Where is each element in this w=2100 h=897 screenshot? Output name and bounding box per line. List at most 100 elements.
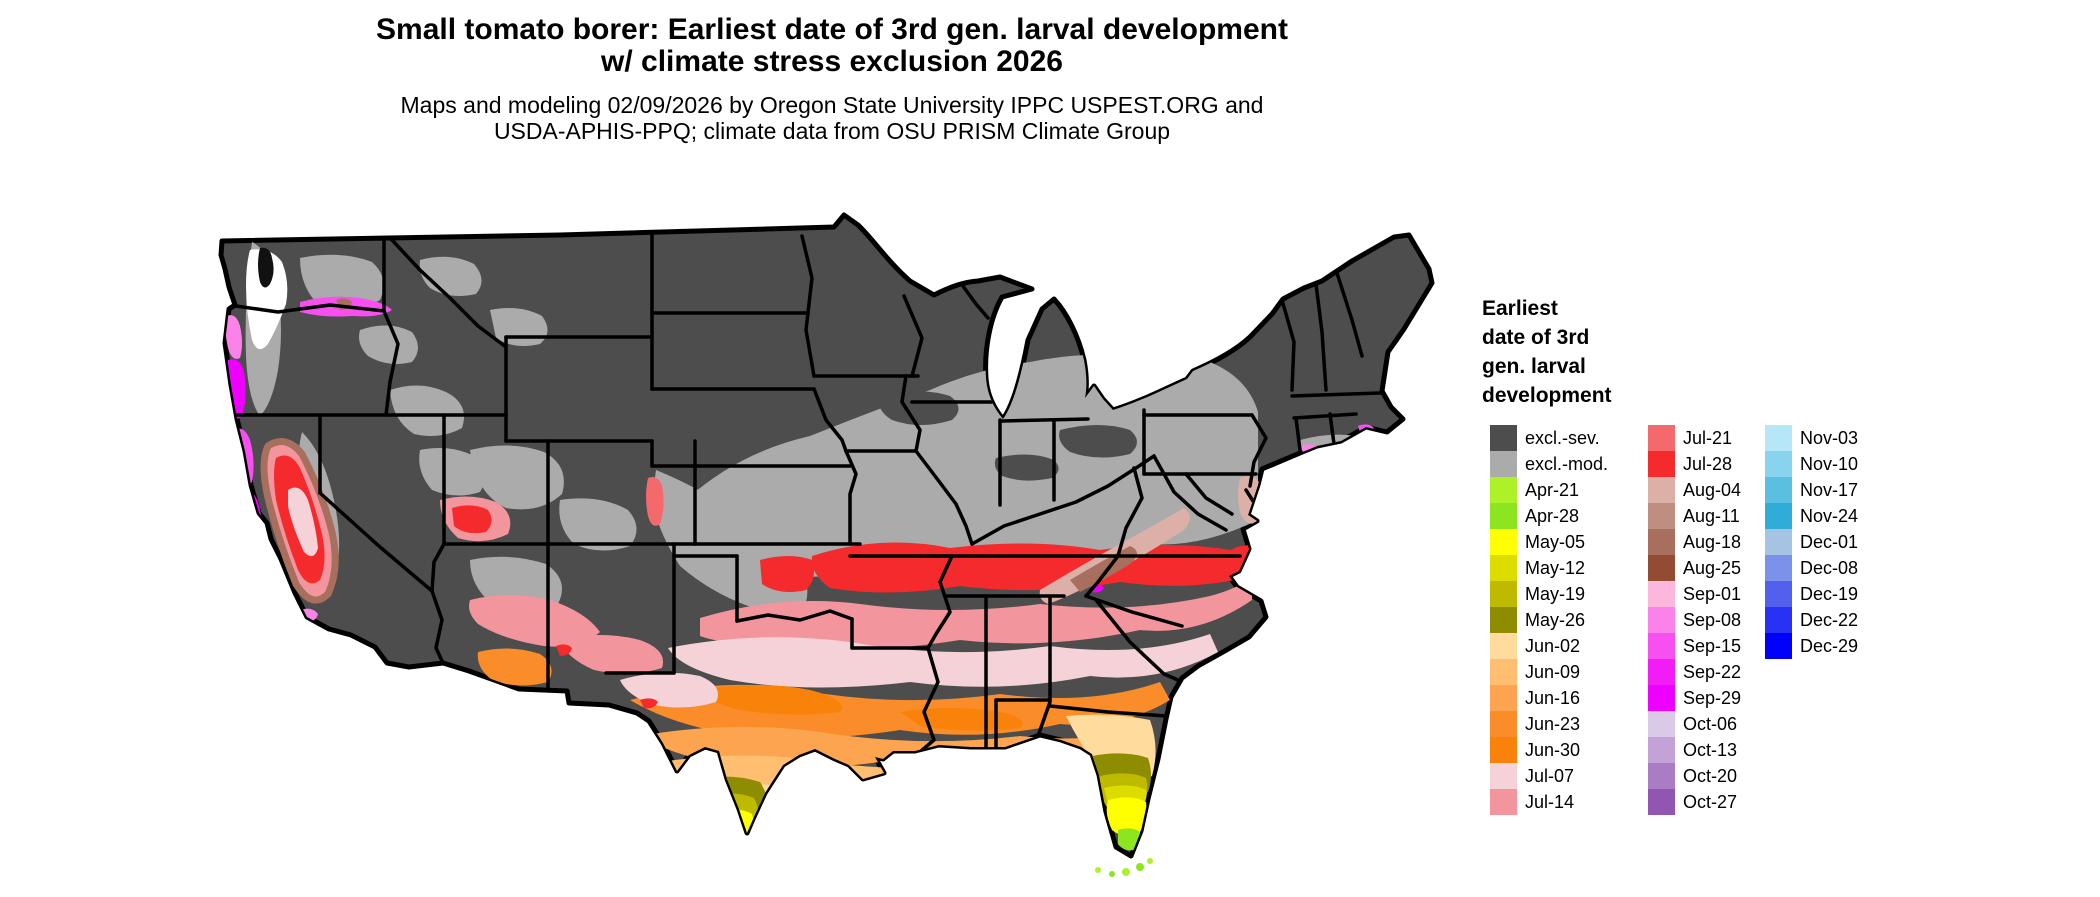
legend-column-1: excl.-sev. excl.-mod. Apr-21 Apr-28 May-…	[1490, 425, 1608, 815]
legend-swatch	[1490, 477, 1517, 503]
legend-item: excl.-mod.	[1490, 451, 1608, 477]
legend-item: Dec-22	[1765, 607, 1858, 633]
header: Small tomato borer: Earliest date of 3rd…	[0, 14, 1664, 145]
legend-column-2: Jul-21 Jul-28 Aug-04 Aug-11 Aug-18 Aug-2…	[1648, 425, 1741, 815]
legend-label: Sep-22	[1683, 662, 1742, 682]
region-dark-mottle	[879, 391, 1137, 481]
legend-item: Jul-14	[1490, 789, 1608, 815]
legend-item: Sep-08	[1648, 607, 1741, 633]
legend-label: Nov-03	[1800, 428, 1859, 448]
legend-label: Dec-01	[1800, 532, 1859, 552]
legend-label: Nov-17	[1800, 480, 1859, 500]
legend-swatch	[1490, 451, 1517, 477]
legend-item: Jun-30	[1490, 737, 1608, 763]
legend-label: May-26	[1525, 610, 1586, 630]
region-jun30-darkorange	[700, 685, 1023, 731]
legend-item: Dec-01	[1765, 529, 1858, 555]
legend-swatch	[1765, 451, 1792, 477]
legend-item: Sep-22	[1648, 659, 1741, 685]
legend-swatch	[1490, 529, 1517, 555]
legend-swatch	[1765, 425, 1792, 451]
legend-label: May-05	[1525, 532, 1586, 552]
legend-item: Nov-24	[1765, 503, 1858, 529]
legend-swatch	[1765, 477, 1792, 503]
region-southwest-deserts	[440, 477, 718, 709]
legend-label: excl.-sev.	[1525, 428, 1600, 448]
legend-swatch	[1765, 581, 1792, 607]
legend-swatch	[1490, 581, 1517, 607]
legend-swatch	[1765, 529, 1792, 555]
legend-label: Jul-28	[1683, 454, 1733, 474]
legend-label: Nov-10	[1800, 454, 1859, 474]
page-subtitle: Maps and modeling 02/09/2026 by Oregon S…	[0, 92, 1664, 144]
legend-label: Sep-29	[1683, 688, 1742, 708]
legend-swatch	[1648, 763, 1675, 789]
title-line-2: w/ climate stress exclusion 2026	[601, 45, 1063, 78]
legend-swatch	[1648, 685, 1675, 711]
legend-swatch	[1648, 607, 1675, 633]
legend-swatch	[1490, 763, 1517, 789]
legend-label: Aug-04	[1683, 480, 1742, 500]
legend-item: Nov-03	[1765, 425, 1858, 451]
legend-item: Apr-21	[1490, 477, 1608, 503]
legend-label: May-19	[1525, 584, 1586, 604]
legend-item: Oct-06	[1648, 711, 1741, 737]
legend-label: Jul-14	[1525, 792, 1575, 812]
region-jul14-salmon-band	[700, 576, 1252, 650]
page-title: Small tomato borer: Earliest date of 3rd…	[0, 14, 1664, 78]
legend-item: Aug-25	[1648, 555, 1741, 581]
legend-swatch	[1648, 425, 1675, 451]
legend-label: Dec-22	[1800, 610, 1859, 630]
legend-item: Jun-02	[1490, 633, 1608, 659]
legend-title: Earliest date of 3rd gen. larval develop…	[1482, 297, 1612, 407]
legend-label: Jun-23	[1525, 714, 1581, 734]
legend-label: Jun-16	[1525, 688, 1581, 708]
legend-label: Oct-27	[1683, 792, 1738, 812]
legend-swatch	[1648, 503, 1675, 529]
legend-swatch	[1648, 451, 1675, 477]
legend-item: Jul-21	[1648, 425, 1741, 451]
region-apr28-florida-tip	[1118, 828, 1141, 851]
legend-swatch	[1490, 633, 1517, 659]
legend-label: Jul-21	[1683, 428, 1733, 448]
region-ca-valley-core	[288, 487, 318, 557]
legend-label: Sep-01	[1683, 584, 1742, 604]
legend-swatch	[1490, 555, 1517, 581]
legend-label: Jun-30	[1525, 740, 1581, 760]
region-nodata-pnw-lowlands	[246, 249, 288, 350]
legend-label: Oct-13	[1683, 740, 1738, 760]
legend-swatch	[1648, 789, 1675, 815]
legend-item: Jul-07	[1490, 763, 1608, 789]
legend-swatch	[1765, 633, 1792, 659]
legend-swatch	[1490, 685, 1517, 711]
legend-swatch	[1765, 555, 1792, 581]
legend-swatch	[1490, 711, 1517, 737]
legend-swatch	[1490, 737, 1517, 763]
legend-item: May-12	[1490, 555, 1608, 581]
legend-label: Nov-24	[1800, 506, 1859, 526]
region-jul28-red-band	[811, 542, 1252, 593]
legend-item: Dec-08	[1765, 555, 1858, 581]
legend-label: Apr-28	[1525, 506, 1580, 526]
legend-label: Jun-02	[1525, 636, 1581, 656]
legend-item: Oct-13	[1648, 737, 1741, 763]
legend-swatch	[1648, 555, 1675, 581]
region-may05-south-florida	[1106, 797, 1147, 836]
legend-swatch	[1648, 633, 1675, 659]
legend-item: Aug-18	[1648, 529, 1741, 555]
legend-swatch	[1648, 581, 1675, 607]
legend-swatch	[1648, 737, 1675, 763]
legend-item: May-26	[1490, 607, 1608, 633]
region-ca-valley-brown-ring	[260, 438, 339, 604]
legend-label: May-12	[1525, 558, 1586, 578]
legend-label: Aug-11	[1683, 506, 1740, 526]
legend-item: Oct-27	[1648, 789, 1741, 815]
legend-label: Apr-21	[1525, 480, 1580, 500]
legend-label: Dec-08	[1800, 558, 1859, 578]
legend-item: Jun-23	[1490, 711, 1608, 737]
subtitle-line-1: Maps and modeling 02/09/2026 by Oregon S…	[400, 92, 1264, 118]
legend-swatch	[1648, 477, 1675, 503]
legend-label: Aug-25	[1683, 558, 1742, 578]
legend-swatch	[1490, 503, 1517, 529]
